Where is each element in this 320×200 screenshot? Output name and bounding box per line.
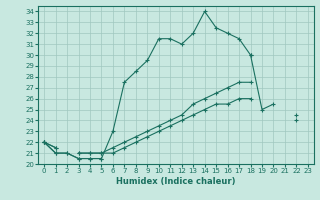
X-axis label: Humidex (Indice chaleur): Humidex (Indice chaleur) <box>116 177 236 186</box>
